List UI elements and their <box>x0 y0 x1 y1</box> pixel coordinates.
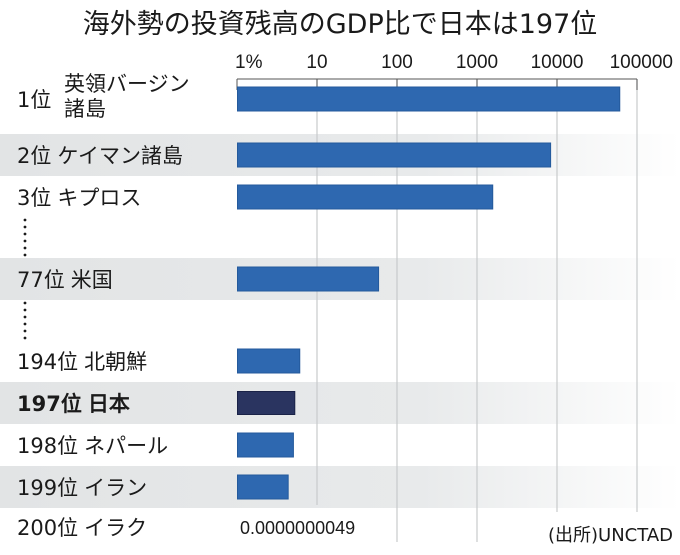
bar <box>237 266 380 292</box>
rank: 1位 <box>17 88 51 112</box>
source-note: (出所)UNCTAD <box>548 525 673 546</box>
tick-label: 10 <box>306 52 327 73</box>
ellipsis-dot <box>23 253 27 257</box>
rank: 199位 <box>17 476 78 500</box>
country-name: ケイマン諸島 <box>57 144 183 168</box>
ellipsis-dot <box>23 239 27 243</box>
ellipsis-dot <box>23 336 27 340</box>
country-name: 北朝鮮 <box>84 350 147 374</box>
ellipsis-dot <box>23 246 27 250</box>
row-label: 1位 <box>17 88 51 112</box>
tick-label: 100000 <box>610 52 673 73</box>
country-name: 日本 <box>88 392 130 416</box>
tick-label: 1000 <box>456 52 498 73</box>
bar <box>237 432 294 458</box>
bar <box>237 86 621 112</box>
ellipsis-dot <box>23 225 27 229</box>
row-band <box>0 466 680 508</box>
ellipsis-dot <box>23 308 27 312</box>
ellipsis-dot <box>23 301 27 305</box>
rank: 77位 <box>17 268 65 292</box>
country-name: 英領バージン <box>64 72 190 96</box>
tick-label: 1% <box>235 52 263 73</box>
row-label: 2位 ケイマン諸島 <box>17 144 183 168</box>
country-name: イラン <box>84 476 147 500</box>
bar <box>237 184 494 210</box>
ellipsis-dot <box>23 329 27 333</box>
rank: 194位 <box>17 350 78 374</box>
x-axis: 1% 10 100 1000 10000 100000 <box>235 52 673 90</box>
country-name: 諸島 <box>64 97 106 121</box>
value-label: 0.0000000049 <box>240 518 355 538</box>
row-label: 197位 日本 <box>17 392 130 416</box>
rank: 200位 <box>17 516 78 540</box>
row-label: 198位 ネパール <box>17 434 168 458</box>
ellipsis-dot <box>23 315 27 319</box>
ellipsis-dot <box>23 232 27 236</box>
ellipsis-dot <box>23 322 27 326</box>
row-band <box>0 382 680 424</box>
bar <box>237 474 289 500</box>
row-label: 194位 北朝鮮 <box>17 350 147 374</box>
row-label: 199位 イラン <box>17 476 147 500</box>
country-name: 米国 <box>71 268 113 292</box>
rank: 198位 <box>17 434 78 458</box>
tick-label: 100 <box>381 52 413 73</box>
bar <box>237 142 552 168</box>
row-label: 3位 キプロス <box>17 186 141 210</box>
rank: 3位 <box>17 186 51 210</box>
country-name: ネパール <box>84 434 168 458</box>
chart-title: 海外勢の投資残高のGDP比で日本は197位 <box>83 9 598 40</box>
ellipsis-dot <box>23 218 27 222</box>
row-label: 77位 米国 <box>17 268 113 292</box>
country-name: イラク <box>84 516 147 540</box>
row-label: 200位 イラク <box>17 516 147 540</box>
bar-highlight <box>237 391 296 415</box>
rank: 197位 <box>17 392 82 416</box>
bar <box>237 348 301 374</box>
rank: 2位 <box>17 144 51 168</box>
bars: 0.0000000049 <box>237 86 621 538</box>
country-name: キプロス <box>57 186 141 210</box>
tick-label: 10000 <box>531 52 584 73</box>
